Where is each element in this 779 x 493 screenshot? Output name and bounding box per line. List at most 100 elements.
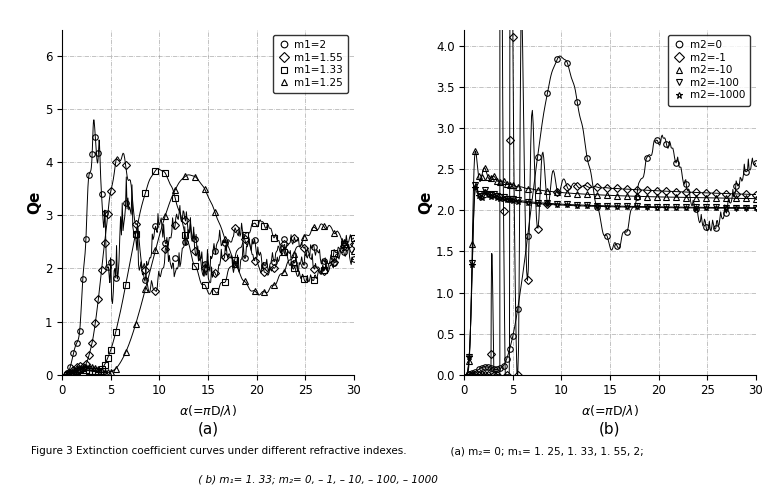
m1=2 (280, 236, 289, 242)
m1=1.33 (97, 366, 106, 372)
m1=1.33 (250, 220, 259, 226)
m2=-1000 (543, 202, 552, 208)
m2=-1 (731, 191, 741, 197)
m1=1.25 (90, 365, 100, 371)
m1=1.55 (100, 240, 109, 246)
m2=-1 (632, 187, 641, 193)
m2=-100 (642, 204, 651, 210)
m1=2 (75, 328, 84, 334)
m1=1.33 (270, 235, 279, 241)
m2=-10 (751, 196, 760, 202)
m2=-1000 (731, 205, 741, 211)
m2=-100 (573, 202, 582, 208)
m2=-10 (467, 241, 477, 247)
m1=1.33 (78, 367, 87, 373)
m2=-1000 (622, 204, 632, 210)
X-axis label: $\alpha$(=$\pi$D/$\lambda$): $\alpha$(=$\pi$D/$\lambda$) (179, 403, 237, 418)
m2=-10 (573, 191, 582, 197)
m2=-1 (671, 189, 681, 195)
m2=-10 (592, 192, 601, 198)
m1=1.33 (299, 276, 308, 282)
m2=-10 (474, 173, 483, 179)
m1=1.25 (100, 369, 109, 375)
m1=1.33 (210, 288, 220, 294)
m1=1.55 (121, 163, 130, 169)
m1=2 (330, 260, 339, 266)
m2=0 (523, 233, 532, 239)
m2=0 (701, 224, 710, 230)
m2=-1 (612, 185, 622, 191)
m2=-1000 (573, 203, 582, 209)
m2=-100 (592, 203, 601, 209)
m2=-1 (489, 372, 499, 378)
m1=2 (160, 240, 170, 246)
m2=-10 (602, 192, 612, 198)
m2=-1000 (741, 206, 750, 211)
m2=-1000 (464, 354, 474, 360)
m1=1.33 (240, 232, 249, 238)
m1=1.25 (309, 224, 319, 230)
m2=-1000 (701, 205, 710, 211)
m2=-10 (731, 195, 741, 201)
m1=2 (81, 237, 90, 243)
Line: m2=-1: m2=-1 (467, 0, 759, 378)
m2=-100 (505, 196, 514, 202)
m1=1.25 (280, 269, 289, 275)
m1=1.25 (81, 364, 90, 370)
m2=-10 (682, 195, 691, 201)
m2=-100 (513, 198, 523, 204)
m1=1.55 (210, 270, 220, 276)
m2=-1000 (523, 200, 532, 206)
m2=-1 (513, 372, 523, 378)
m1=1.55 (84, 352, 93, 358)
m2=0 (731, 183, 741, 189)
m2=-1 (502, 372, 511, 378)
m2=-10 (622, 193, 632, 199)
m1=1.55 (78, 364, 87, 370)
m2=-1 (492, 372, 502, 378)
m2=0 (483, 364, 492, 370)
m1=1.25 (69, 370, 78, 376)
m2=0 (553, 56, 562, 62)
m1=1.33 (339, 241, 348, 246)
m2=-10 (480, 165, 489, 171)
m1=1.55 (75, 363, 84, 369)
m2=0 (562, 60, 572, 66)
m2=-1 (464, 372, 474, 378)
m2=-10 (502, 181, 511, 187)
m2=-1 (751, 192, 760, 198)
m2=-1 (711, 190, 721, 196)
m1=2 (240, 255, 249, 261)
m2=-10 (477, 174, 486, 179)
m2=0 (721, 210, 731, 216)
m2=-1 (592, 184, 601, 190)
m2=-100 (471, 182, 480, 188)
m2=-100 (583, 202, 592, 208)
m1=2 (103, 264, 112, 270)
m2=-1 (682, 189, 691, 195)
m1=1.33 (230, 257, 239, 263)
m1=1.33 (319, 267, 329, 273)
m1=1.33 (190, 263, 199, 269)
m2=-1000 (502, 197, 511, 203)
m1=1.33 (131, 231, 140, 237)
Text: (a) m₂= 0; m₁= 1. 25, 1. 33, 1. 55, 2;: (a) m₂= 0; m₁= 1. 25, 1. 33, 1. 55, 2; (444, 446, 643, 456)
m1=2 (141, 277, 150, 282)
m1=1.55 (240, 236, 249, 242)
m1=1.55 (230, 225, 239, 231)
m2=-10 (671, 194, 681, 200)
m1=1.55 (339, 243, 348, 248)
m1=1.55 (190, 248, 199, 254)
m1=1.33 (330, 250, 339, 256)
m2=-100 (480, 187, 489, 193)
m1=1.25 (200, 186, 210, 192)
m1=1.25 (259, 289, 269, 295)
m1=1.25 (121, 350, 130, 355)
m2=-1000 (721, 205, 731, 211)
m2=-10 (464, 358, 474, 364)
Line: m2=-1000: m2=-1000 (467, 185, 759, 359)
m1=2 (230, 261, 239, 267)
m2=-10 (692, 195, 701, 201)
m1=2 (250, 237, 259, 243)
m1=1.55 (309, 266, 319, 272)
